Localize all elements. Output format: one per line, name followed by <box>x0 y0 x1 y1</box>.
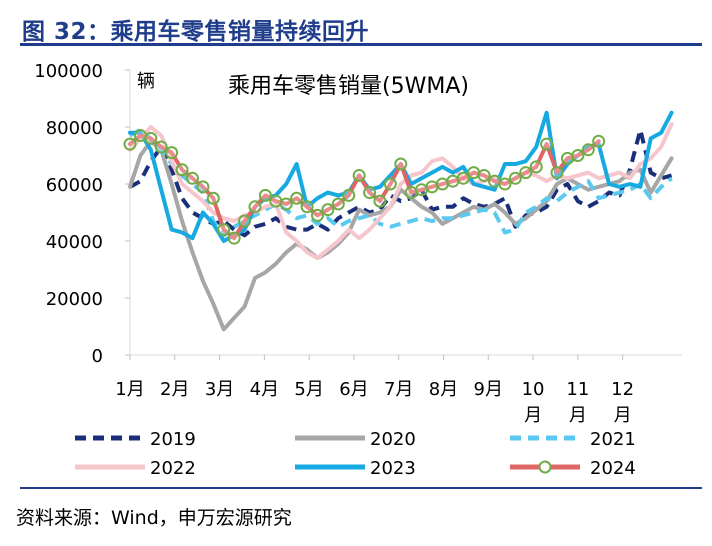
series-point-2024 <box>248 200 262 214</box>
series-point-2024 <box>300 200 314 214</box>
legend-label-2019: 2019 <box>150 429 196 450</box>
series-point-2024 <box>196 180 210 194</box>
series-point-2024 <box>165 146 179 160</box>
legend-label-2022: 2022 <box>150 458 196 479</box>
series-point-2024 <box>425 180 439 194</box>
series-point-2024 <box>529 160 543 174</box>
series-point-2024 <box>342 188 356 202</box>
y-tick-label: 100000 <box>34 61 103 82</box>
axis-labels: 0 20000 40000 60000 80000 100000 1月 2月 3月 4月 5月 6月 7… <box>34 61 634 426</box>
x-tick-label: 12 <box>611 379 634 400</box>
series-point-2024 <box>373 194 387 208</box>
series-point-2024 <box>363 186 377 200</box>
series-point-2024 <box>154 140 168 154</box>
series-point-2024 <box>519 166 533 180</box>
series-line-2021 <box>129 127 673 238</box>
series-point-2024 <box>258 188 272 202</box>
y-tick-label: 20000 <box>46 289 103 310</box>
x-tick-label: 4月 <box>250 379 279 400</box>
series-point-2024 <box>571 149 585 162</box>
legend-marker-2024 <box>538 460 552 474</box>
series-point-2024 <box>456 171 470 185</box>
series-point-2024 <box>279 197 293 211</box>
series-point-2024 <box>488 174 502 188</box>
series-point-2024 <box>175 163 189 177</box>
x-tick-label: 10 <box>522 379 545 400</box>
series-point-2024 <box>185 171 199 185</box>
series-point-2024 <box>290 191 304 205</box>
legend-label-2020: 2020 <box>370 429 416 450</box>
x-tick-label: 9月 <box>474 379 503 400</box>
y-tick-label: 80000 <box>46 118 103 139</box>
series-line-2019 <box>129 127 673 238</box>
line-chart: 0 20000 40000 60000 80000 100000 1月 2月 3月 4月 5月 6月 7… <box>34 61 682 479</box>
series-point-2024 <box>404 186 418 200</box>
series-point-2024 <box>133 129 147 143</box>
x-tick-label: 月 <box>524 405 542 426</box>
series-point-2024 <box>394 157 408 171</box>
y-tick-label: 40000 <box>46 232 103 253</box>
series-point-2024 <box>446 174 460 188</box>
series-point-2024 <box>352 168 366 182</box>
series-line-2023 <box>128 110 674 243</box>
series-point-2024 <box>217 223 231 237</box>
chart-legend: 2019 2020 2021 2022 2023 2024 <box>75 429 636 479</box>
chart-axes <box>125 69 682 360</box>
series-point-2024 <box>383 177 397 191</box>
series-point-2024 <box>310 208 324 222</box>
y-tick-label: 0 <box>92 346 103 367</box>
series-point-2024 <box>508 171 522 185</box>
series-point-2024 <box>123 137 137 151</box>
series-point-2024 <box>560 151 574 165</box>
figure-title: 图 32：乘用车零售销量持续回升 <box>22 19 370 45</box>
x-tick-label: 8月 <box>429 379 458 400</box>
series-point-2024 <box>238 214 252 228</box>
x-tick-label: 11 <box>566 379 589 400</box>
x-tick-label: 1月 <box>115 379 144 400</box>
series-point-2024 <box>321 203 335 217</box>
source-divider <box>20 487 702 489</box>
series-point-2024 <box>467 166 481 180</box>
series-point-2024 <box>477 168 491 182</box>
x-tick-label: 7月 <box>384 379 413 400</box>
y-tick-label: 60000 <box>46 175 103 196</box>
series-point-2024 <box>331 197 345 211</box>
x-tick-label: 6月 <box>339 379 368 400</box>
x-tick-label: 月 <box>569 405 587 426</box>
x-tick-label: 5月 <box>294 379 323 400</box>
legend-label-2021: 2021 <box>590 429 636 450</box>
series-lines <box>123 110 674 332</box>
title-divider <box>20 43 702 46</box>
series-point-2024 <box>144 131 158 145</box>
series-point-2024 <box>581 143 595 157</box>
source-note: 资料来源：Wind，申万宏源研究 <box>16 507 292 529</box>
x-tick-label: 月 <box>614 405 632 426</box>
chart-title: 乘用车零售销量(5WMA) <box>228 74 469 99</box>
series-point-2024 <box>415 183 429 197</box>
series-point-2024 <box>269 194 283 208</box>
series-point-2024 <box>592 134 606 148</box>
x-tick-label: 3月 <box>205 379 234 400</box>
series-point-2024 <box>498 177 512 191</box>
legend-label-2023: 2023 <box>370 458 416 479</box>
series-point-2024 <box>550 166 564 180</box>
series-point-2024 <box>206 191 220 205</box>
legend-label-2024: 2024 <box>590 458 636 479</box>
series-point-2024 <box>540 137 554 151</box>
series-point-2024 <box>227 231 241 245</box>
y-unit-label: 辆 <box>137 71 155 92</box>
series-point-2024 <box>435 177 449 191</box>
x-tick-label: 2月 <box>160 379 189 400</box>
